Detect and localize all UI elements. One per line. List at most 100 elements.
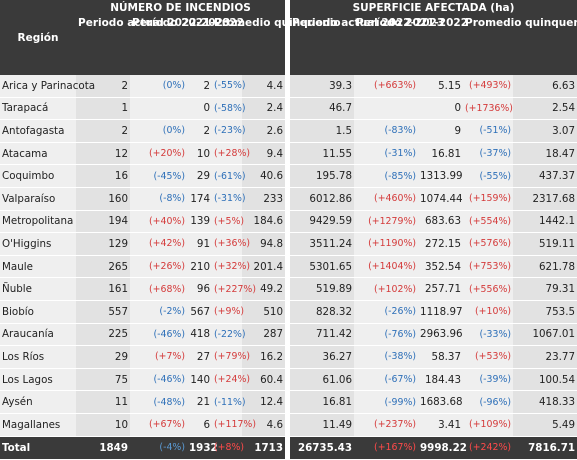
area-current: 711.42 xyxy=(290,323,355,347)
fires-average-change: (-22%) xyxy=(212,323,246,347)
region-name: Metropolitana xyxy=(0,210,76,234)
region-name: Biobío xyxy=(0,300,76,324)
area-average-change: (+554%) xyxy=(463,210,514,234)
group-separator xyxy=(285,0,291,75)
area-previous: 2963.96 xyxy=(418,323,464,347)
fires-average-change: (-55%) xyxy=(212,75,246,98)
fires-average: 60.4 xyxy=(242,368,286,392)
area-previous: 184.43 xyxy=(418,368,464,392)
table-row: Aysén 11 (-48%) 21 (-11%) 12.4 16.81 (-99%) 1683… xyxy=(0,390,577,414)
fires-average: 4.4 xyxy=(242,75,286,98)
region-name: Tarapacá xyxy=(0,97,76,121)
area-average-change: (+10%) xyxy=(463,300,514,324)
region-name: O'Higgins xyxy=(0,232,76,256)
fires-current: 12 xyxy=(76,142,130,166)
fires-average-change: (+5%) xyxy=(212,210,244,234)
region-name: Maule xyxy=(0,255,76,279)
area-previous: 683.63 xyxy=(418,210,464,234)
fires-previous: 0 xyxy=(187,97,212,121)
area-current: 1.5 xyxy=(290,119,355,143)
fires-previous: 96 xyxy=(187,277,212,301)
fires-previous-change: (-46%) xyxy=(130,323,187,347)
region-name: Magallanes xyxy=(0,413,76,437)
area-previous: 1313.99 xyxy=(418,164,464,188)
fires-group-header: NÚMERO DE INCENDIOS xyxy=(76,0,286,15)
fires-average: 2.4 xyxy=(242,97,286,121)
area-previous-change: (-67%) xyxy=(354,368,419,392)
table-row: Ñuble 161 (+68%) 96 (+227%) 49.2 519.89 (+102%)… xyxy=(0,277,577,301)
fires-previous: 567 xyxy=(187,300,212,324)
area-average-change: (-55%) xyxy=(463,164,514,188)
fires-previous-change: (+26%) xyxy=(130,255,187,279)
fires-previous: 10 xyxy=(187,142,212,166)
area-previous: 0 xyxy=(418,97,464,121)
fires-previous-change: (-46%) xyxy=(130,368,187,392)
fires-previous: 140 xyxy=(187,368,212,392)
fires-average-change: (-31%) xyxy=(212,187,246,211)
fires-previous-change xyxy=(130,97,187,121)
area-average: 3.07 xyxy=(513,119,577,143)
area-previous-change: (+237%) xyxy=(354,413,419,437)
group-separator xyxy=(285,97,291,121)
area-previous-change: (-83%) xyxy=(354,119,419,143)
table-row: Biobío 557 (-2%) 567 (+9%) 510 828.32 (-26%) 111… xyxy=(0,300,577,324)
fires-average-change: (+24%) xyxy=(212,368,250,392)
table-header: Región NÚMERO DE INCENDIOS SUPERFICIE AF… xyxy=(0,0,577,75)
table-row: Coquimbo 16 (-45%) 29 (-61%) 40.6 195.78 (-85%)… xyxy=(0,164,577,188)
fires-previous-change: (-48%) xyxy=(130,390,187,414)
table-row: Antofagasta 2 (0%) 2 (-23%) 2.6 1.5 (-83%) 9 (-51… xyxy=(0,119,577,143)
fires-previous: 2 xyxy=(187,75,212,98)
fires-current: 2 xyxy=(76,119,130,143)
fires-average: 287 xyxy=(242,323,286,347)
fires-current: 225 xyxy=(76,323,130,347)
group-separator xyxy=(285,210,291,234)
area-current: 11.55 xyxy=(290,142,355,166)
area-average-change: (-51%) xyxy=(463,119,514,143)
group-separator xyxy=(285,345,291,369)
area-previous: 5.15 xyxy=(418,75,464,98)
fires-current: 2 xyxy=(76,75,130,98)
area-average-change: (+242%) xyxy=(463,436,514,460)
fires-average: 184.6 xyxy=(242,210,286,234)
fires-average: 4.6 xyxy=(242,413,286,437)
fires-current-header: Periodo actual 2022-2023 xyxy=(76,15,230,75)
table-row: Los Ríos 29 (+7%) 27 (+79%) 16.2 36.27 (-38%) 58… xyxy=(0,345,577,369)
area-previous-change: (-85%) xyxy=(354,164,419,188)
fires-previous-header: Período 2021-2022 xyxy=(130,15,244,75)
area-previous: 9998.22 xyxy=(418,436,467,460)
fires-current: 161 xyxy=(76,277,130,301)
region-name: Arica y Parinacota xyxy=(0,75,95,98)
area-previous-change: (+102%) xyxy=(354,277,419,301)
fires-current: 75 xyxy=(76,368,130,392)
fires-previous: 6 xyxy=(187,413,212,437)
area-current: 39.3 xyxy=(290,75,355,98)
area-average-change: (+493%) xyxy=(463,75,514,98)
area-group-header: SUPERFICIE AFECTADA (ha) xyxy=(290,0,577,15)
fires-previous-change: (+42%) xyxy=(130,232,187,256)
region-name: Total xyxy=(0,436,76,460)
table-row: Valparaíso 160 (-8%) 174 (-31%) 233 6012.86 (+4… xyxy=(0,187,577,211)
area-average-change: (-37%) xyxy=(463,142,514,166)
fires-average-change: (+28%) xyxy=(212,142,250,166)
table-row: Los Lagos 75 (-46%) 140 (+24%) 60.4 61.06 (-67%… xyxy=(0,368,577,392)
fires-current: 129 xyxy=(76,232,130,256)
table-row: Metropolitana 194 (+40%) 139 (+5%) 184.6 9429.… xyxy=(0,210,577,234)
fires-average-change: (+36%) xyxy=(212,232,250,256)
fires-average-change: (-23%) xyxy=(212,119,246,143)
area-average: 1442.1 xyxy=(513,210,577,234)
area-average: 2317.68 xyxy=(513,187,577,211)
table-body: Arica y Parinacota 2 (0%) 2 (-55%) 4.4 39.3 (+6… xyxy=(0,75,577,460)
fires-current: 265 xyxy=(76,255,130,279)
area-current: 195.78 xyxy=(290,164,355,188)
area-previous-change: (-38%) xyxy=(354,345,419,369)
fires-previous: 21 xyxy=(187,390,212,414)
fires-previous: 418 xyxy=(187,323,212,347)
area-previous: 257.71 xyxy=(418,277,464,301)
area-previous-change: (+167%) xyxy=(354,436,419,460)
area-previous: 1118.97 xyxy=(418,300,464,324)
area-previous-change: (+1279%) xyxy=(354,210,419,234)
region-column-header: Región xyxy=(0,0,76,75)
area-average: 6.63 xyxy=(513,75,577,98)
group-separator xyxy=(285,277,291,301)
area-average: 18.47 xyxy=(513,142,577,166)
